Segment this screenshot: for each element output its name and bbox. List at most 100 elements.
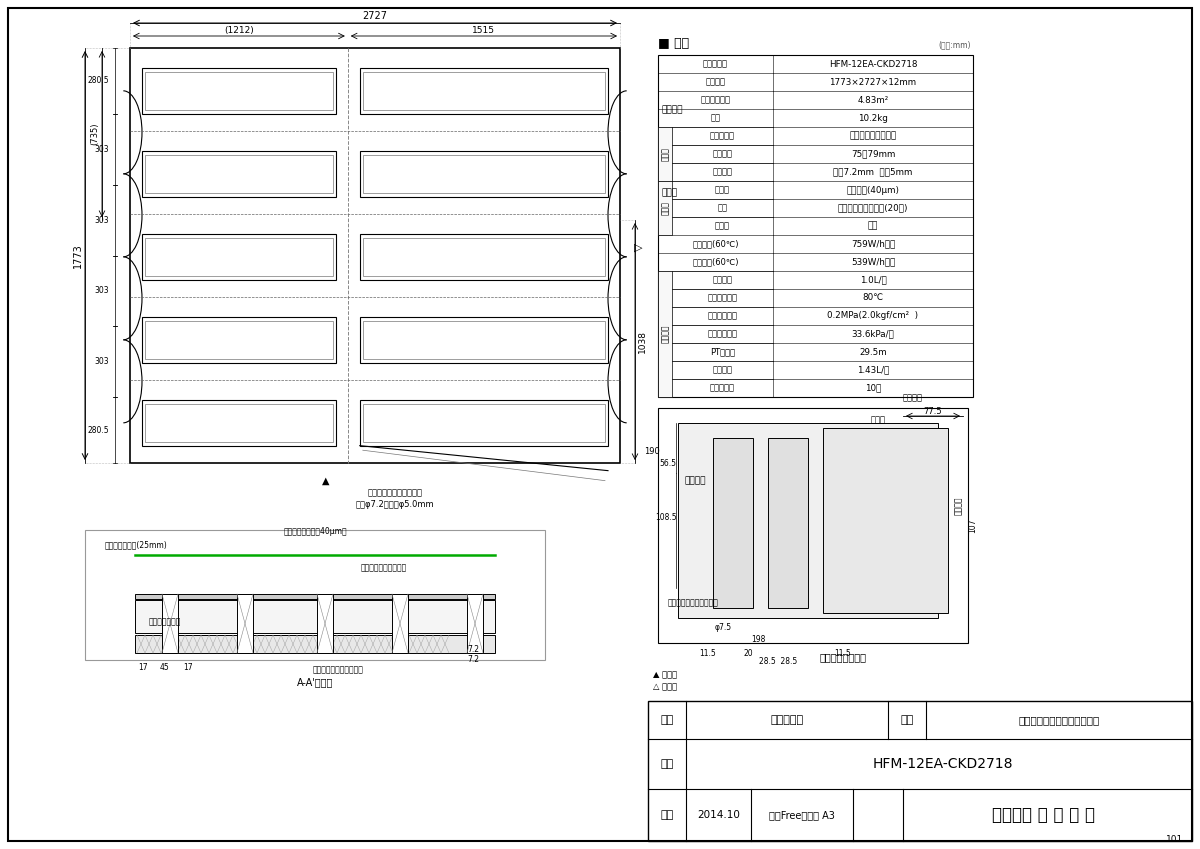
Bar — [360, 234, 608, 279]
Circle shape — [330, 621, 334, 625]
Text: 11.5: 11.5 — [835, 649, 851, 657]
Text: 暑房能力(60℃): 暑房能力(60℃) — [692, 257, 739, 267]
Text: HFM-12EA-CKD2718: HFM-12EA-CKD2718 — [829, 59, 917, 69]
Bar — [145, 72, 332, 110]
Bar — [317, 594, 334, 653]
Text: 有効放熱面積: 有効放熱面積 — [701, 95, 731, 104]
Bar — [130, 48, 620, 463]
Circle shape — [198, 611, 202, 615]
Bar — [360, 68, 608, 114]
Bar — [360, 317, 608, 363]
Circle shape — [198, 621, 202, 625]
Circle shape — [210, 611, 214, 615]
Text: 外形寸法図: 外形寸法図 — [770, 715, 804, 725]
Text: 表面材: 表面材 — [715, 185, 730, 194]
Circle shape — [138, 611, 142, 615]
Text: 101: 101 — [1165, 835, 1183, 845]
Circle shape — [306, 601, 310, 604]
Text: 303: 303 — [95, 144, 109, 154]
Circle shape — [426, 601, 430, 604]
Circle shape — [138, 601, 142, 604]
Circle shape — [270, 601, 274, 604]
Circle shape — [318, 611, 322, 615]
Circle shape — [402, 601, 406, 604]
Circle shape — [150, 621, 154, 625]
Circle shape — [426, 621, 430, 625]
Bar — [658, 408, 968, 643]
Bar — [768, 438, 808, 608]
Text: 280.5: 280.5 — [88, 76, 109, 86]
Bar — [238, 594, 253, 653]
Text: 小根太入りハード温水マット: 小根太入りハード温水マット — [1019, 715, 1099, 725]
Circle shape — [354, 611, 358, 615]
Text: 外形寸法: 外形寸法 — [706, 77, 726, 87]
Text: ヘッダー: ヘッダー — [684, 476, 706, 486]
Bar — [362, 155, 605, 193]
Text: φ7.5: φ7.5 — [714, 623, 732, 633]
Circle shape — [162, 611, 166, 615]
Text: 賯量: 賯量 — [710, 114, 720, 122]
Circle shape — [342, 621, 346, 625]
Text: ▷: ▷ — [634, 242, 642, 252]
Bar — [658, 127, 672, 181]
Bar — [658, 181, 672, 235]
Bar — [658, 271, 672, 397]
Circle shape — [258, 601, 262, 604]
Text: 77.5: 77.5 — [924, 407, 942, 415]
Text: 2014.10: 2014.10 — [697, 810, 740, 820]
Bar — [362, 404, 605, 441]
Text: ポリスチレン発泡体(20倍): ポリスチレン発泡体(20倍) — [838, 204, 908, 212]
Circle shape — [162, 601, 166, 604]
Text: 標準流量: 標準流量 — [713, 275, 732, 284]
Bar — [145, 155, 332, 193]
Text: 架橋ポリエチレンパイプ: 架橋ポリエチレンパイプ — [667, 599, 719, 608]
Text: 33.6kPa/枚: 33.6kPa/枚 — [852, 329, 894, 339]
Text: 名称: 名称 — [660, 715, 673, 725]
Text: 設計関係: 設計関係 — [660, 325, 670, 343]
Circle shape — [294, 621, 298, 625]
Circle shape — [366, 611, 370, 615]
Text: 303: 303 — [95, 357, 109, 367]
Text: 303: 303 — [95, 286, 109, 295]
Bar — [162, 594, 178, 653]
Circle shape — [186, 611, 190, 615]
Circle shape — [306, 621, 310, 625]
Text: 架橋ポリエチレン管: 架橋ポリエチレン管 — [850, 132, 896, 140]
Bar — [360, 400, 608, 446]
Circle shape — [330, 611, 334, 615]
Text: 303: 303 — [95, 216, 109, 224]
Circle shape — [294, 611, 298, 615]
Text: 7.2: 7.2 — [467, 655, 479, 665]
Circle shape — [390, 611, 394, 615]
Circle shape — [246, 601, 250, 604]
Circle shape — [378, 601, 382, 604]
Circle shape — [306, 611, 310, 615]
Text: 20: 20 — [743, 649, 752, 657]
Text: 最高使用温度: 最高使用温度 — [708, 294, 738, 302]
Bar — [162, 594, 178, 653]
Circle shape — [390, 601, 394, 604]
Text: 198: 198 — [751, 636, 766, 644]
Circle shape — [186, 621, 190, 625]
Text: 56.5: 56.5 — [660, 458, 677, 468]
Bar — [467, 594, 482, 653]
Circle shape — [318, 621, 322, 625]
Bar — [392, 594, 408, 653]
Bar — [823, 428, 948, 613]
Circle shape — [390, 621, 394, 625]
Text: 29.5m: 29.5m — [859, 347, 887, 357]
Circle shape — [330, 601, 334, 604]
Text: 小小根太: 小小根太 — [954, 497, 962, 514]
Circle shape — [162, 621, 166, 625]
Text: 17: 17 — [138, 664, 148, 672]
Text: 1515: 1515 — [473, 25, 496, 35]
Circle shape — [342, 611, 346, 615]
Text: 80℃: 80℃ — [863, 294, 883, 302]
Circle shape — [318, 601, 322, 604]
Bar — [467, 594, 482, 653]
Circle shape — [210, 601, 214, 604]
Text: ■ 仕様: ■ 仕様 — [658, 37, 689, 49]
Bar — [145, 404, 332, 441]
Circle shape — [354, 621, 358, 625]
Circle shape — [222, 611, 226, 615]
